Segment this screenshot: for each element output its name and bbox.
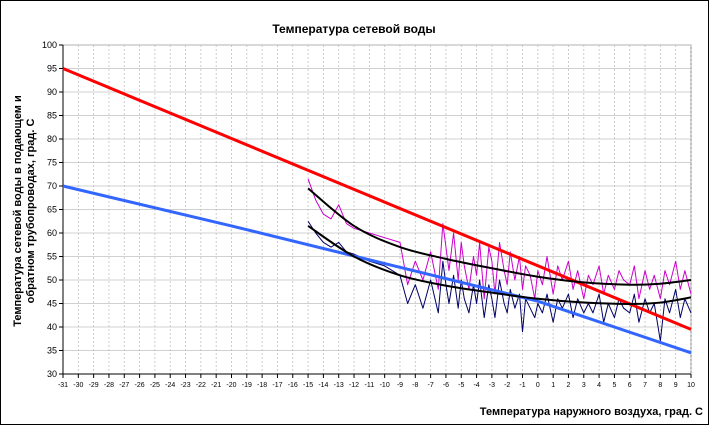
x-tick-label: -10 <box>380 382 390 389</box>
x-tick-label: -16 <box>288 382 298 389</box>
y-tick-label: 35 <box>47 346 57 356</box>
x-tick-label: -27 <box>119 382 129 389</box>
series-line-trend-return <box>307 225 692 305</box>
chart-title: Температура сетевой воды <box>272 22 435 36</box>
y-tick-label: 40 <box>47 322 57 332</box>
x-tick-label: 3 <box>582 382 586 389</box>
x-tick-label: 6 <box>628 382 632 389</box>
y-tick-label: 75 <box>47 158 57 168</box>
x-tick-label: -12 <box>349 382 359 389</box>
x-tick-label: -14 <box>318 382 328 389</box>
x-tick-label: -25 <box>150 382 160 389</box>
x-tick-label: -24 <box>165 382 175 389</box>
y-tick-label: 45 <box>47 299 57 309</box>
x-tick-label: -19 <box>242 382 252 389</box>
x-tick-label: -13 <box>334 382 344 389</box>
x-tick-label: -3 <box>489 382 495 389</box>
x-tick-label: -1 <box>519 382 525 389</box>
x-tick-label: -23 <box>180 382 190 389</box>
y-tick-label: 30 <box>47 369 57 379</box>
x-tick-label: 10 <box>687 382 695 389</box>
x-tick-label: 1 <box>551 382 555 389</box>
y-tick-label: 80 <box>47 134 57 144</box>
x-tick-label: 7 <box>643 382 647 389</box>
x-tick-label: -15 <box>303 382 313 389</box>
x-tick-label: -5 <box>458 382 464 389</box>
x-tick-label: -8 <box>412 382 418 389</box>
y-tick-label: 90 <box>47 87 57 97</box>
x-tick-label: 4 <box>597 382 601 389</box>
x-tick-label: 5 <box>612 382 616 389</box>
y-tick-label: 100 <box>42 40 57 50</box>
x-tick-label: 9 <box>674 382 678 389</box>
x-tick-label: -9 <box>397 382 403 389</box>
series-line-trend-supply <box>307 187 692 286</box>
x-tick-label: -31 <box>58 382 68 389</box>
series-line-supply-schedule <box>62 67 692 331</box>
y-tick-label: 50 <box>47 275 57 285</box>
x-axis-label: Температура наружного воздуха, град. С <box>480 406 703 418</box>
y-tick-label: 70 <box>47 181 57 191</box>
y-tick-label: 55 <box>47 252 57 262</box>
y-tick-label: 85 <box>47 111 57 121</box>
y-tick-label: 65 <box>47 205 57 215</box>
series-line-return-schedule <box>62 184 692 355</box>
y-axis-label: Температура сетевой воды в подающем иобр… <box>12 95 37 327</box>
x-tick-label: -4 <box>473 382 479 389</box>
x-tick-label: -18 <box>257 382 267 389</box>
x-tick-label: -22 <box>196 382 206 389</box>
y-tick-label: 95 <box>47 64 57 74</box>
x-tick-label: -11 <box>365 382 375 389</box>
x-tick-label: -20 <box>226 382 236 389</box>
x-tick-label: -30 <box>73 382 83 389</box>
x-tick-label: 8 <box>658 382 662 389</box>
x-tick-label: -7 <box>427 382 433 389</box>
x-tick-label: -17 <box>272 382 282 389</box>
x-tick-label: -2 <box>504 382 510 389</box>
series-layer <box>62 67 692 355</box>
x-tick-label: -29 <box>89 382 99 389</box>
series-line-return-actual <box>307 220 692 342</box>
x-tick-label: -28 <box>104 382 114 389</box>
x-tick-label: -6 <box>443 382 449 389</box>
x-tick-label: -26 <box>135 382 145 389</box>
x-tick-label: 0 <box>536 382 540 389</box>
x-tick-label: -21 <box>211 382 221 389</box>
x-tick-label: 2 <box>567 382 571 389</box>
y-tick-label: 60 <box>47 228 57 238</box>
